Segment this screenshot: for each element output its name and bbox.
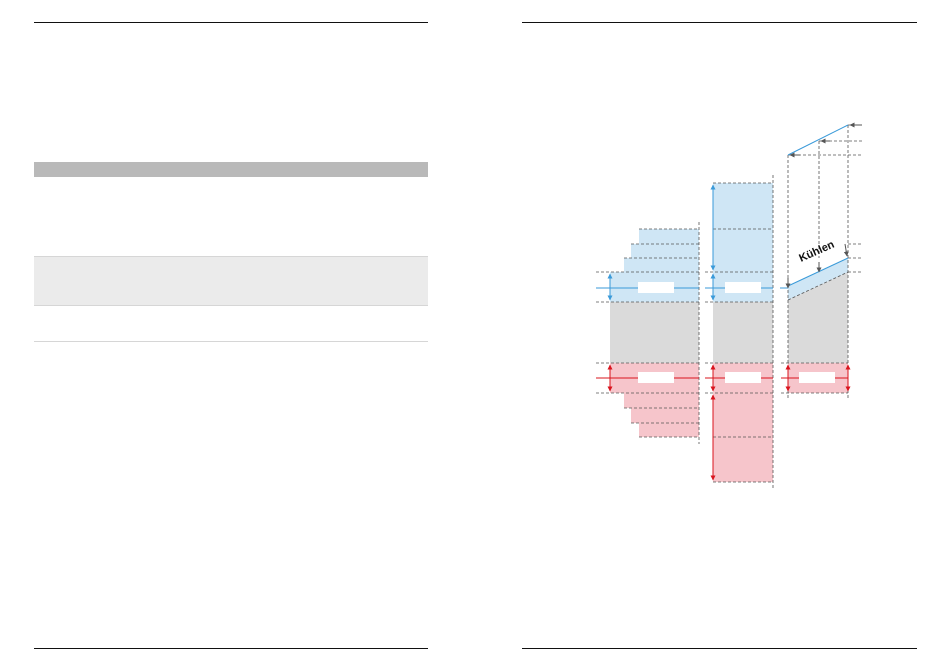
column-1-hot-label-box [638, 372, 674, 383]
column-1-cold-zone [610, 229, 699, 302]
right-page [475, 0, 950, 660]
column-3-cold-band [788, 258, 848, 300]
column-1 [596, 222, 700, 444]
column-2-neutral-zone [713, 302, 773, 363]
column-3-hot-label-box [799, 372, 835, 383]
column-1-cold-label-box [638, 282, 674, 293]
bottom-rule-left [34, 648, 428, 649]
top-rule-right [522, 22, 917, 23]
column-2-cold-label-box [725, 282, 761, 293]
left-page [34, 22, 428, 649]
top-rule-left [34, 22, 428, 23]
bottom-rule-right [522, 648, 917, 649]
column-3-neutral-zone [788, 272, 848, 363]
column-2-hot-label-box [725, 372, 761, 383]
cooling-label: Kühlen [797, 239, 836, 265]
table-row [34, 256, 428, 306]
column-3: Kühlen [780, 122, 862, 400]
table-header [34, 162, 428, 177]
column-1-hot-zone [610, 363, 699, 437]
column-1-neutral-zone [610, 302, 699, 363]
table-row [34, 305, 428, 342]
column-2 [705, 175, 774, 490]
